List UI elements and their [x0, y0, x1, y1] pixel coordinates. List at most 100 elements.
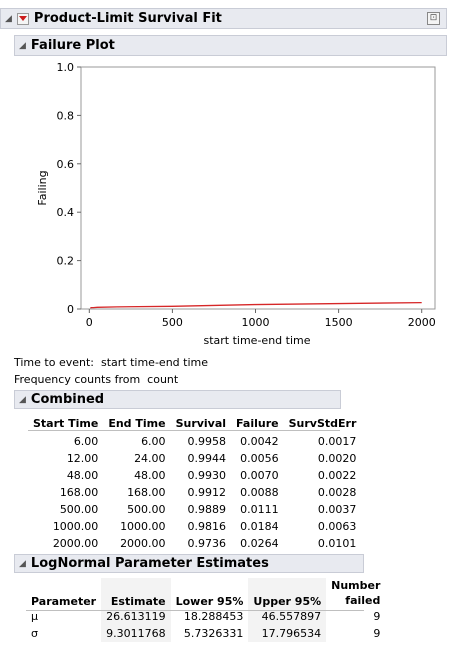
table-cell: 0.9958 [187, 435, 227, 448]
y-tick-label: 0.8 [57, 109, 75, 122]
x-tick-label: 1000 [242, 316, 270, 329]
table-row: 2000.00 2000.00 0.9736 0.0264 0.0101 [28, 535, 361, 552]
table-cell: 17.796534 [248, 625, 327, 642]
table-row: 48.00 48.00 0.9930 0.0070 0.0022 [28, 467, 361, 484]
table-cell: 5.7326331 [183, 627, 244, 640]
table-cell: 0.9889 [187, 503, 227, 516]
table-cell: 0.0264 [240, 537, 279, 550]
table-cell: 0.0063 [317, 520, 357, 533]
table-cell: 0.9930 [187, 469, 227, 482]
y-tick-label: 1.0 [57, 61, 75, 74]
red-triangle-menu-icon[interactable] [16, 12, 29, 25]
col-survival: Survival [175, 416, 227, 430]
table-cell: 0.0101 [317, 537, 357, 550]
table-cell: 0.0020 [317, 452, 357, 465]
report-title: Product-Limit Survival Fit [33, 11, 222, 26]
table-cell: 6.00 [73, 435, 99, 448]
failure-plot-header[interactable]: ◢ Failure Plot [14, 35, 447, 56]
combined-header-row: Start Time End Time Survival Failure Sur… [28, 413, 361, 433]
x-axis-label: start time-end time [203, 334, 310, 347]
frequency-note: Frequency counts from count [14, 373, 179, 386]
combined-title: Combined [30, 392, 105, 407]
table-cell: 0.0022 [317, 469, 357, 482]
table-cell: 0.0028 [317, 486, 357, 499]
lognormal-header-rule [26, 610, 364, 611]
table-cell: 168.00 [127, 486, 166, 499]
table-cell: 500.00 [127, 503, 166, 516]
failure-plot-chart: 0 0.2 0.4 0.6 0.8 1.0 0 500 1000 1500 2000 Failin… [36, 61, 436, 347]
table-cell: 46.557897 [248, 608, 327, 625]
table-cell: 0.0017 [317, 435, 357, 448]
combined-header[interactable]: ◢ Combined [14, 390, 341, 409]
time-to-event-note: Time to event: start time-end time [14, 356, 208, 369]
table-row: 12.00 24.00 0.9944 0.0056 0.0020 [28, 450, 361, 467]
y-tick-label: 0 [67, 303, 74, 316]
lognormal-table: Parameter Estimate Lower 95% Upper 95% N… [26, 578, 385, 642]
col-estimate: Estimate [101, 578, 171, 608]
table-row: 6.00 6.00 0.9958 0.0042 0.0017 [28, 433, 361, 450]
table-cell: 0.9944 [187, 452, 227, 465]
table-row: 500.00 500.00 0.9889 0.0111 0.0037 [28, 501, 361, 518]
table-cell: 9 [373, 610, 381, 623]
report-header: ◢ Product-Limit Survival Fit ⊡ [0, 8, 447, 29]
failure-plot-title: Failure Plot [30, 38, 115, 53]
y-tick-label: 0.2 [57, 255, 75, 268]
table-cell: 168.00 [59, 486, 99, 499]
col-survstderr: SurvStdErr [288, 416, 357, 430]
table-cell: μ [31, 610, 38, 623]
x-tick-label: 0 [86, 316, 93, 329]
col-upper95: Upper 95% [248, 578, 327, 608]
y-axis-label: Failing [36, 170, 49, 205]
table-cell: σ [31, 627, 38, 640]
table-row: 168.00 168.00 0.9912 0.0088 0.0028 [28, 484, 361, 501]
table-row: μ 26.613119 18.288453 46.557897 9 [26, 608, 385, 625]
collapse-triangle-icon[interactable]: ◢ [5, 13, 12, 24]
lognormal-header-row: Parameter Estimate Lower 95% Upper 95% N… [26, 578, 385, 608]
table-cell: 18.288453 [183, 610, 244, 623]
table-cell: 1000.00 [120, 520, 166, 533]
table-cell: 12.00 [66, 452, 99, 465]
table-cell: 0.9816 [187, 520, 227, 533]
table-cell: 0.0037 [317, 503, 357, 516]
col-end-time: End Time [108, 416, 166, 430]
table-cell: 0.0056 [240, 452, 279, 465]
combined-table: Start Time End Time Survival Failure Sur… [28, 413, 361, 552]
table-cell: 48.00 [134, 469, 166, 482]
collapse-triangle-icon[interactable]: ◢ [19, 394, 26, 405]
table-cell: 0.0042 [240, 435, 279, 448]
table-cell: 1000.00 [52, 520, 99, 533]
col-number-failed: Number failed [331, 579, 381, 607]
col-failure: Failure [236, 416, 279, 430]
lognormal-header[interactable]: ◢ LogNormal Parameter Estimates [14, 554, 364, 573]
table-row: σ 9.3011768 5.7326331 17.796534 9 [26, 625, 385, 642]
combined-header-rule [28, 430, 340, 431]
table-cell: 6.00 [141, 435, 166, 448]
table-cell: 48.00 [66, 469, 99, 482]
table-cell: 0.0184 [240, 520, 279, 533]
col-lower95: Lower 95% [175, 595, 244, 608]
table-cell: 2000.00 [120, 537, 166, 550]
table-row: 1000.00 1000.00 0.9816 0.0184 0.0063 [28, 518, 361, 535]
y-tick-label: 0.4 [57, 206, 75, 219]
table-cell: 0.0070 [240, 469, 279, 482]
collapse-triangle-icon[interactable]: ◢ [19, 40, 26, 51]
col-parameter: Parameter [31, 595, 97, 608]
window-options-icon[interactable]: ⊡ [427, 12, 440, 25]
table-cell: 26.613119 [101, 608, 171, 625]
col-start-time: Start Time [33, 416, 99, 430]
table-cell: 2000.00 [52, 537, 99, 550]
x-tick-label: 1500 [325, 316, 353, 329]
table-cell: 24.00 [134, 452, 166, 465]
y-tick-label: 0.6 [57, 158, 75, 171]
table-cell: 500.00 [59, 503, 99, 516]
plot-area [80, 66, 436, 310]
table-cell: 0.0088 [240, 486, 279, 499]
x-tick-label: 500 [162, 316, 183, 329]
table-cell: 9 [373, 627, 381, 640]
collapse-triangle-icon[interactable]: ◢ [19, 558, 26, 569]
table-cell: 0.9912 [187, 486, 227, 499]
table-cell: 0.9736 [187, 537, 227, 550]
table-cell: 0.0111 [240, 503, 279, 516]
failure-curve-line [90, 301, 422, 309]
x-tick-label: 2000 [408, 316, 436, 329]
